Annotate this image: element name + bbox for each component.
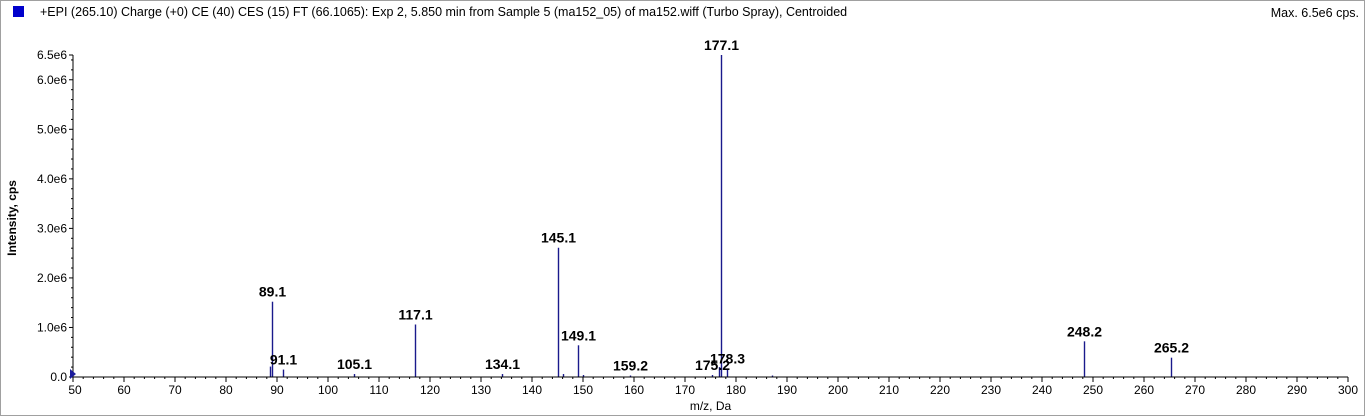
peak-label: 159.2 (613, 358, 648, 374)
x-tick-label: 200 (828, 383, 848, 397)
x-tick-label: 240 (1032, 383, 1052, 397)
x-tick-label: 260 (1134, 383, 1154, 397)
x-tick-label: 150 (573, 383, 593, 397)
peak-label: 117.1 (398, 306, 432, 322)
x-tick-label: 140 (522, 383, 542, 397)
spectrum-title: +EPI (265.10) Charge (+0) CE (40) CES (1… (40, 5, 848, 19)
x-axis-title: m/z, Da (690, 399, 732, 413)
x-tick-label: 130 (471, 383, 491, 397)
y-tick-label: 2.0e6 (37, 271, 67, 285)
x-tick-label: 120 (420, 383, 440, 397)
peak-label: 145.1 (541, 230, 576, 246)
peak-layer (269, 55, 1173, 377)
cursor-marker-icon[interactable] (70, 369, 76, 379)
peak-label: 91.1 (270, 352, 297, 368)
peak-label: 149.1 (561, 327, 596, 343)
x-tick-label: 160 (624, 383, 644, 397)
peak-label: 134.1 (485, 356, 520, 372)
y-tick-label: 4.0e6 (37, 172, 67, 186)
peak-label-layer: 89.1 91.1 105.1 117.1 134.1 145.1 149.1 159.2 17… (259, 37, 1189, 374)
y-tick-label: 6.0e6 (37, 73, 67, 87)
x-tick-label: 180 (726, 383, 746, 397)
x-tick-label: 100 (318, 383, 338, 397)
x-tick-label: 50 (68, 383, 82, 397)
x-tick-label: 250 (1083, 383, 1103, 397)
peak-label: 105.1 (337, 356, 372, 372)
peak-label: 178.3 (710, 351, 745, 367)
peak-label: 89.1 (259, 284, 286, 300)
peak-label: 177.1 (704, 37, 739, 53)
peak-label: 265.2 (1154, 340, 1189, 356)
x-tick-label: 60 (117, 383, 131, 397)
x-tick-label: 110 (369, 383, 388, 397)
peak-label: 175.2 (695, 357, 730, 373)
x-tick-label: 280 (1236, 383, 1256, 397)
max-intensity-label: Max. 6.5e6 cps. (1270, 6, 1359, 20)
y-tick-label: 0.0 (50, 370, 67, 384)
x-tick-label: 300 (1338, 383, 1358, 397)
y-tick-label: 6.5e6 (37, 48, 67, 62)
x-tick-label: 70 (168, 383, 182, 397)
y-tick-label: 1.0e6 (37, 320, 67, 334)
peak-label: 248.2 (1067, 323, 1102, 339)
x-tick-label: 80 (219, 383, 233, 397)
x-tick-label: 210 (879, 383, 899, 397)
x-tick-label: 270 (1185, 383, 1205, 397)
x-tick-label: 170 (675, 383, 695, 397)
y-tick-label: 3.0e6 (37, 221, 67, 235)
x-tick-label: 190 (777, 383, 797, 397)
x-tick-label: 90 (270, 383, 284, 397)
x-tick-label: 230 (981, 383, 1001, 397)
x-tick-label: 220 (930, 383, 950, 397)
y-tick-label: 5.0e6 (37, 122, 67, 136)
x-tick-label: 290 (1287, 383, 1307, 397)
y-axis-title: Intensity, cps (5, 180, 19, 256)
legend-swatch[interactable] (13, 6, 24, 17)
